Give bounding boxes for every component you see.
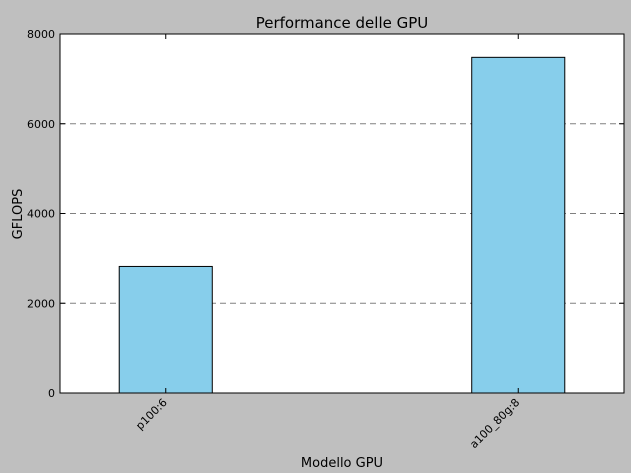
x-axis-label: Modello GPU: [301, 456, 383, 471]
x-tick-label: p100:6: [133, 396, 170, 433]
bar: [118, 265, 213, 394]
y-tick-label: 0: [48, 387, 55, 400]
y-tick-label: 8000: [27, 28, 55, 41]
y-axis-ticks: 0 2000 4000 6000 8000: [27, 28, 624, 400]
chart-title: Performance delle GPU: [256, 14, 429, 32]
y-tick-label: 2000: [27, 297, 55, 310]
bar: [471, 56, 566, 394]
x-tick-label: a100_80g:8: [467, 396, 522, 451]
y-axis-label: GFLOPS: [11, 189, 26, 240]
y-tick-label: 6000: [27, 118, 55, 131]
bars: [118, 56, 566, 394]
y-tick-label: 4000: [27, 208, 55, 221]
